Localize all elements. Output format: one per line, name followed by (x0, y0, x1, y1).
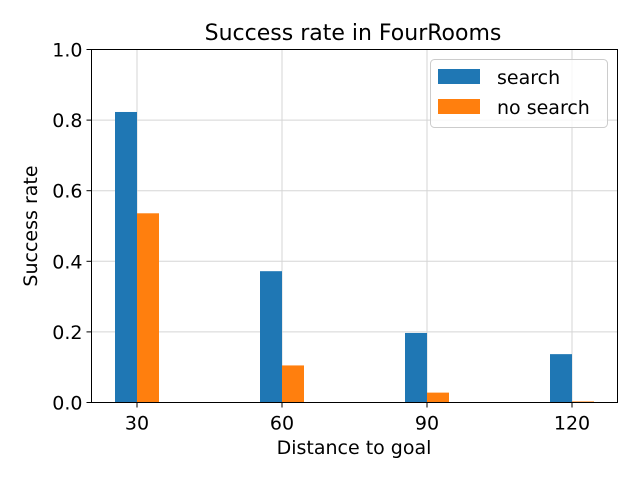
bar-no-search-120 (572, 401, 594, 403)
plot-frame (91, 49, 618, 403)
x-tick-label: 120 (554, 413, 590, 435)
bar-search-120 (550, 354, 572, 403)
y-axis-ticks: 0.0 0.2 0.4 0.6 0.8 1.0 (52, 40, 92, 415)
bar-search-30 (115, 111, 137, 403)
legend-label-search: search (497, 67, 560, 89)
y-tick-label: 0.8 (52, 110, 82, 132)
x-tick-label: 90 (415, 413, 439, 435)
legend-label-no-search: no search (497, 97, 590, 119)
x-axis-label: Distance to goal (277, 437, 432, 459)
y-tick-label: 0.4 (52, 251, 82, 273)
legend-swatch-no-search (438, 99, 480, 114)
y-tick-label: 0.2 (52, 322, 82, 344)
y-tick-label: 1.0 (52, 40, 82, 62)
legend: search no search (430, 59, 608, 128)
y-axis-label: Success rate (20, 165, 42, 286)
bars (115, 111, 594, 403)
bar-no-search-30 (137, 213, 159, 403)
bar-search-90 (405, 332, 427, 403)
x-tick-label: 30 (125, 413, 149, 435)
bar-no-search-60 (282, 365, 304, 403)
chart-title: Success rate in FourRooms (205, 21, 502, 46)
bar-no-search-90 (427, 392, 449, 403)
bar-search-60 (260, 271, 282, 403)
legend-swatch-search (438, 69, 480, 84)
x-axis-ticks: 30 60 90 120 (125, 402, 590, 435)
y-tick-label: 0.0 (52, 393, 82, 415)
y-tick-label: 0.6 (52, 181, 82, 203)
x-tick-label: 60 (270, 413, 294, 435)
